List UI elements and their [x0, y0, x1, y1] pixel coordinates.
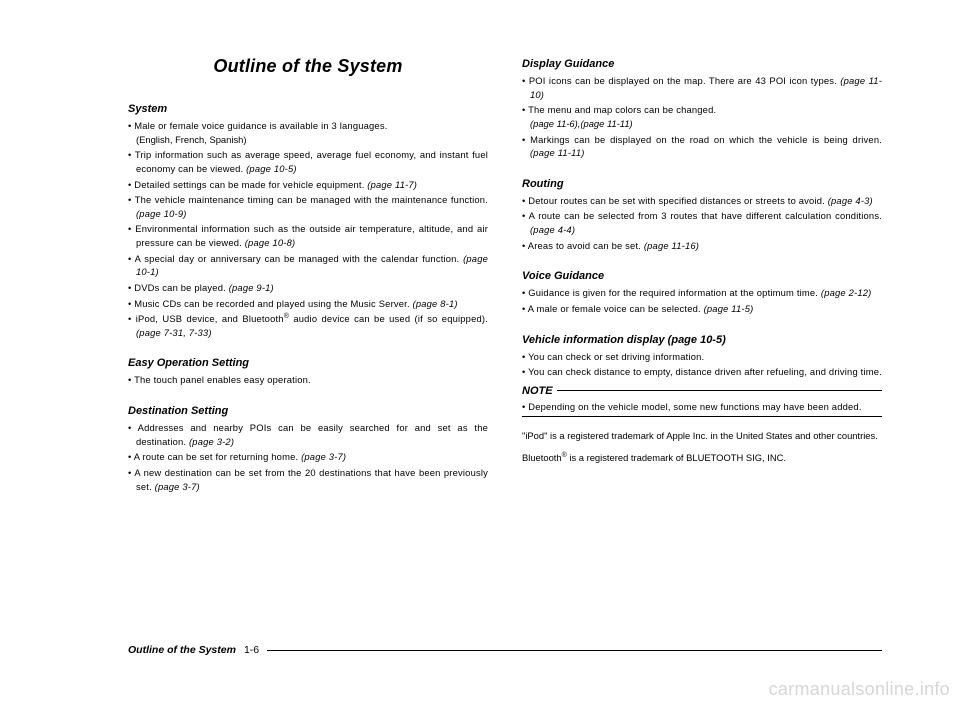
footer-rule-icon: [267, 650, 882, 651]
section-display-heading: Display Guidance: [522, 58, 882, 70]
note-rule-icon: [557, 390, 882, 391]
section-routing-heading: Routing: [522, 178, 882, 190]
list-item: Male or female voice guidance is availab…: [128, 119, 488, 133]
footer-section-label: Outline of the System: [128, 644, 236, 656]
section-voice-list: Guidance is given for the required infor…: [522, 286, 882, 315]
list-item: Environmental information such as the ou…: [128, 222, 488, 249]
section-voice-heading: Voice Guidance: [522, 270, 882, 282]
section-system-list: Male or female voice guidance is availab…: [128, 119, 488, 133]
list-item: Addresses and nearby POIs can be easily …: [128, 421, 488, 448]
list-item: A new destination can be set from the 20…: [128, 466, 488, 493]
list-item-subtext: (English, French, Spanish): [128, 133, 488, 147]
section-vehicle-heading: Vehicle information display (page 10-5): [522, 334, 882, 346]
list-item: The touch panel enables easy operation.: [128, 373, 488, 387]
list-item: You can check or set driving information…: [522, 350, 882, 364]
trademark-ipod: "iPod" is a registered trademark of Appl…: [522, 429, 882, 443]
section-display-list: POI icons can be displayed on the map. T…: [522, 74, 882, 117]
list-item: Trip information such as average speed, …: [128, 148, 488, 175]
section-routing-list: Detour routes can be set with specified …: [522, 194, 882, 253]
list-item: Music CDs can be recorded and played usi…: [128, 297, 488, 311]
watermark-text: carmanualsonline.info: [769, 679, 950, 700]
list-item: Guidance is given for the required infor…: [522, 286, 882, 300]
section-system-list: Trip information such as average speed, …: [128, 148, 488, 339]
trademark-bluetooth: Bluetooth® is a registered trademark of …: [522, 451, 882, 465]
list-item: The vehicle maintenance timing can be ma…: [128, 193, 488, 220]
section-vehicle-list: You can check or set driving information…: [522, 350, 882, 379]
list-item: POI icons can be displayed on the map. T…: [522, 74, 882, 101]
note-heading: NOTE: [522, 385, 882, 397]
list-item-subref: (page 11-6),(page 11-11): [522, 117, 882, 131]
right-column: Display Guidance POI icons can be displa…: [522, 56, 882, 495]
left-column: Outline of the System System Male or fem…: [128, 56, 488, 495]
list-item: The menu and map colors can be changed.: [522, 103, 882, 117]
section-system-heading: System: [128, 103, 488, 115]
two-column-layout: Outline of the System System Male or fem…: [128, 56, 882, 495]
list-item: A special day or anniversary can be mana…: [128, 252, 488, 279]
list-item: Detour routes can be set with specified …: [522, 194, 882, 208]
section-easy-list: The touch panel enables easy operation.: [128, 373, 488, 387]
section-display-list: Markings can be displayed on the road on…: [522, 133, 882, 160]
list-item: Depending on the vehicle model, some new…: [522, 400, 882, 414]
section-dest-heading: Destination Setting: [128, 405, 488, 417]
note-list: Depending on the vehicle model, some new…: [522, 400, 882, 414]
note-rule-bottom-icon: [522, 416, 882, 417]
list-item: You can check distance to empty, distanc…: [522, 365, 882, 379]
page-footer: Outline of the System 1-6: [128, 644, 882, 656]
list-item: iPod, USB device, and Bluetooth® audio d…: [128, 312, 488, 339]
section-easy-heading: Easy Operation Setting: [128, 357, 488, 369]
list-item: Markings can be displayed on the road on…: [522, 133, 882, 160]
section-dest-list: Addresses and nearby POIs can be easily …: [128, 421, 488, 493]
page-title: Outline of the System: [128, 56, 488, 77]
list-item: A route can be selected from 3 routes th…: [522, 209, 882, 236]
list-item: Detailed settings can be made for vehicl…: [128, 178, 488, 192]
footer-page-number: 1-6: [244, 644, 259, 656]
manual-page: Outline of the System System Male or fem…: [0, 0, 960, 708]
list-item: A route can be set for returning home. (…: [128, 450, 488, 464]
list-item: DVDs can be played. (page 9-1): [128, 281, 488, 295]
list-item: Areas to avoid can be set. (page 11-16): [522, 239, 882, 253]
note-label: NOTE: [522, 385, 553, 397]
list-item: A male or female voice can be selected. …: [522, 302, 882, 316]
